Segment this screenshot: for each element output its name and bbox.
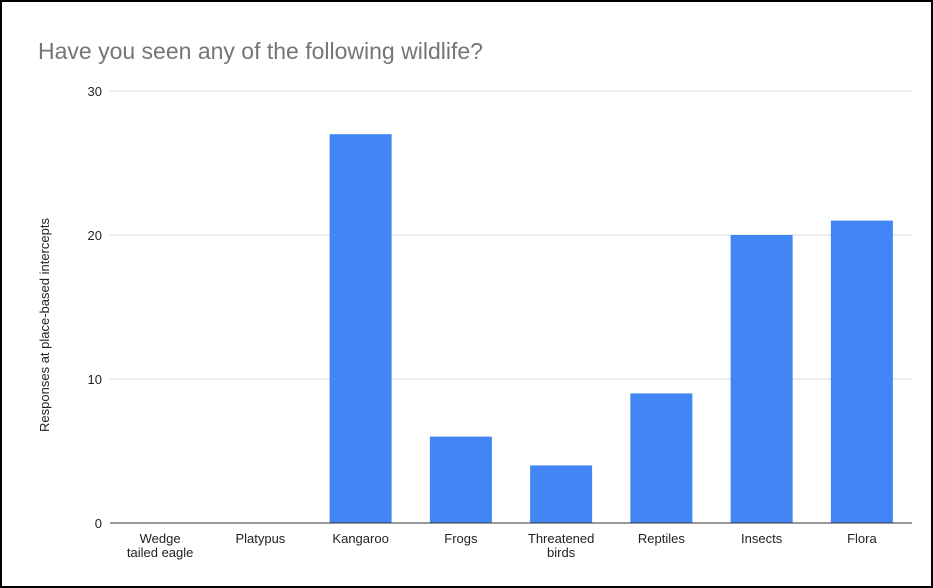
x-tick-label: Wedge tailed eagle [127,531,194,560]
x-tick-label-line: birds [547,545,576,560]
bar-reptiles [630,393,693,523]
x-tick-label-line: tailed eagle [127,545,194,560]
bar-frogs [429,436,492,523]
x-tick-label: Flora [847,531,877,546]
x-tick-label: Threatened birds [528,531,595,560]
y-axis-title: Responses at place-based intercepts [37,218,52,432]
x-tick-label-line: Threatened [528,531,595,546]
bars [329,134,893,523]
bar-insects [730,235,793,523]
x-tick-label-line: Insects [741,531,783,546]
x-tick-label: Insects [741,531,783,546]
x-tick-label-line: Frogs [444,531,478,546]
labels: 0 10 20 30 Wedge tailed eagle Platypus Kangaroo… [37,84,877,560]
x-tick-label: Reptiles [638,531,685,546]
y-tick-label: 30 [88,84,102,99]
x-tick-label-line: Wedge [140,531,181,546]
y-tick-label: 10 [88,372,102,387]
x-tick-label: Frogs [444,531,478,546]
bar-threatened-birds [530,465,593,523]
x-tick-label-line: Kangaroo [332,531,388,546]
bar-flora [830,220,893,523]
x-tick-label: Platypus [235,531,285,546]
x-tick-label-line: Platypus [235,531,285,546]
x-tick-label-line: Flora [847,531,877,546]
x-tick-label: Kangaroo [332,531,388,546]
chart-title: Have you seen any of the following wildl… [38,38,483,64]
y-tick-label: 0 [95,516,102,531]
x-tick-label-line: Reptiles [638,531,685,546]
y-tick-label: 20 [88,228,102,243]
bar-kangaroo [329,134,392,523]
